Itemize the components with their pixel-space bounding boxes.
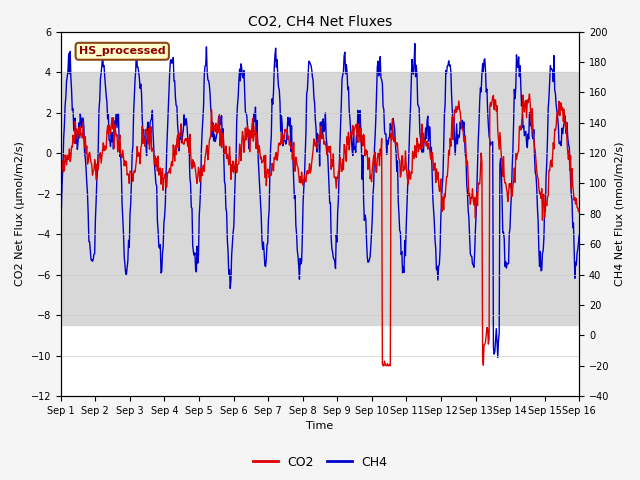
Legend: CO2, CH4: CO2, CH4 bbox=[248, 451, 392, 474]
Bar bbox=[61, 72, 579, 325]
Y-axis label: CH4 Net Flux (nmol/m2/s): CH4 Net Flux (nmol/m2/s) bbox=[615, 142, 625, 286]
Text: HS_processed: HS_processed bbox=[79, 46, 166, 57]
X-axis label: Time: Time bbox=[307, 421, 333, 432]
Y-axis label: CO2 Net Flux (μmol/m2/s): CO2 Net Flux (μmol/m2/s) bbox=[15, 142, 25, 286]
Title: CO2, CH4 Net Fluxes: CO2, CH4 Net Fluxes bbox=[248, 15, 392, 29]
